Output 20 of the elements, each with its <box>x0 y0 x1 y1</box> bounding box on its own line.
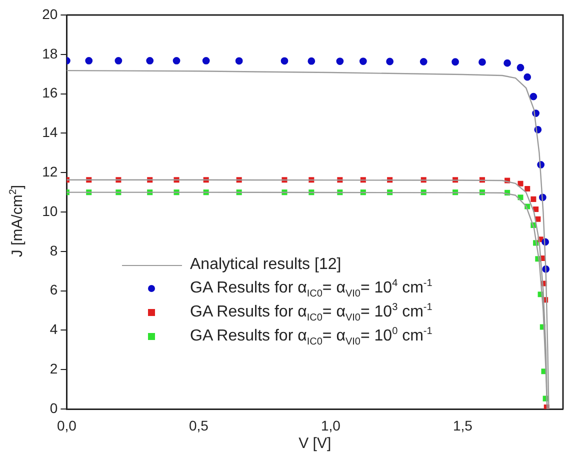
y-tick-label: 0 <box>50 400 58 416</box>
x-tick-label: 0,5 <box>188 417 209 434</box>
y-tick-label: 14 <box>42 124 58 140</box>
x-axis-title: V [V] <box>298 435 332 452</box>
legend-label: GA Results for α$_{IC0}$= α$_{VI0}$= 10$^{0}$ cm$^{-1}$ <box>190 326 432 348</box>
legend-label: GA Results for α$_{IC0}$= α$_{VI0}$= 10$^{3}$ cm$^{-1}$ <box>190 302 432 324</box>
y-tick-label: 12 <box>42 163 58 180</box>
x-tick-label: 1,5 <box>452 417 473 434</box>
y-tick-label: 2 <box>50 360 58 376</box>
y-tick-label: 10 <box>42 202 58 219</box>
y-tick-label: 8 <box>50 242 58 258</box>
x-tick-label: 1,0 <box>320 417 341 434</box>
y-tick-label: 18 <box>42 45 58 62</box>
y-tick-label: 6 <box>50 282 58 298</box>
x-tick-label: 0,0 <box>56 417 77 434</box>
y-tick-label: 4 <box>50 321 58 338</box>
legend-label: Analytical results [12] <box>190 256 342 274</box>
legend-label: GA Results for α$_{IC0}$= α$_{VI0}$= 10$^{4}$ cm$^{-1}$ <box>190 278 432 300</box>
y-tick-label: 16 <box>42 84 58 101</box>
y-tick-label: 20 <box>42 6 58 22</box>
